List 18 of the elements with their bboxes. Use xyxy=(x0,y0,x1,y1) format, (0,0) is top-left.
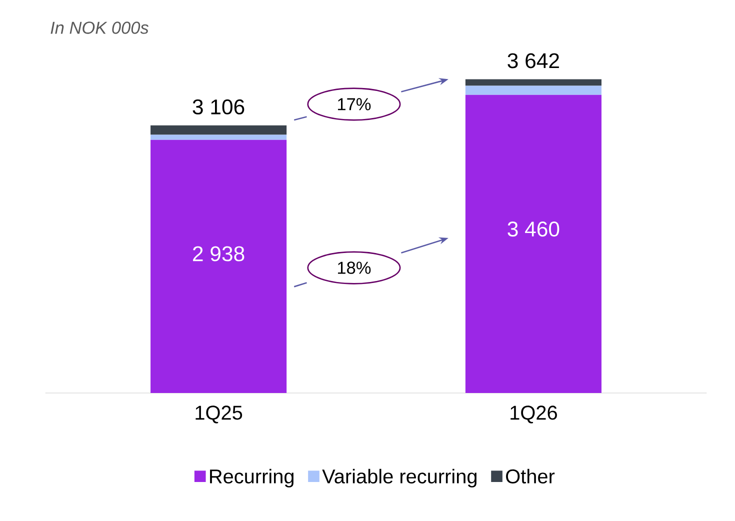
total-label: 3 642 xyxy=(508,52,559,68)
data-label: 3 460 xyxy=(508,221,560,236)
bar xyxy=(465,78,602,86)
annotation: 18% xyxy=(338,261,371,274)
bar xyxy=(465,94,602,393)
bar xyxy=(150,140,287,393)
legend-label: Variable recurring xyxy=(322,468,476,488)
x-tick-label: 1Q25 xyxy=(196,405,242,424)
legend-label: Other xyxy=(506,468,555,484)
bar xyxy=(150,134,287,140)
annotation: 17% xyxy=(338,98,371,110)
x-tick-label: 1Q26 xyxy=(510,405,557,424)
total-label: 3 106 xyxy=(192,99,244,114)
text: In NOK 000s xyxy=(50,21,149,34)
legend-label: Recurring xyxy=(210,468,294,488)
data-label: 2 938 xyxy=(193,246,244,262)
bar xyxy=(465,86,602,95)
bar xyxy=(150,125,287,135)
